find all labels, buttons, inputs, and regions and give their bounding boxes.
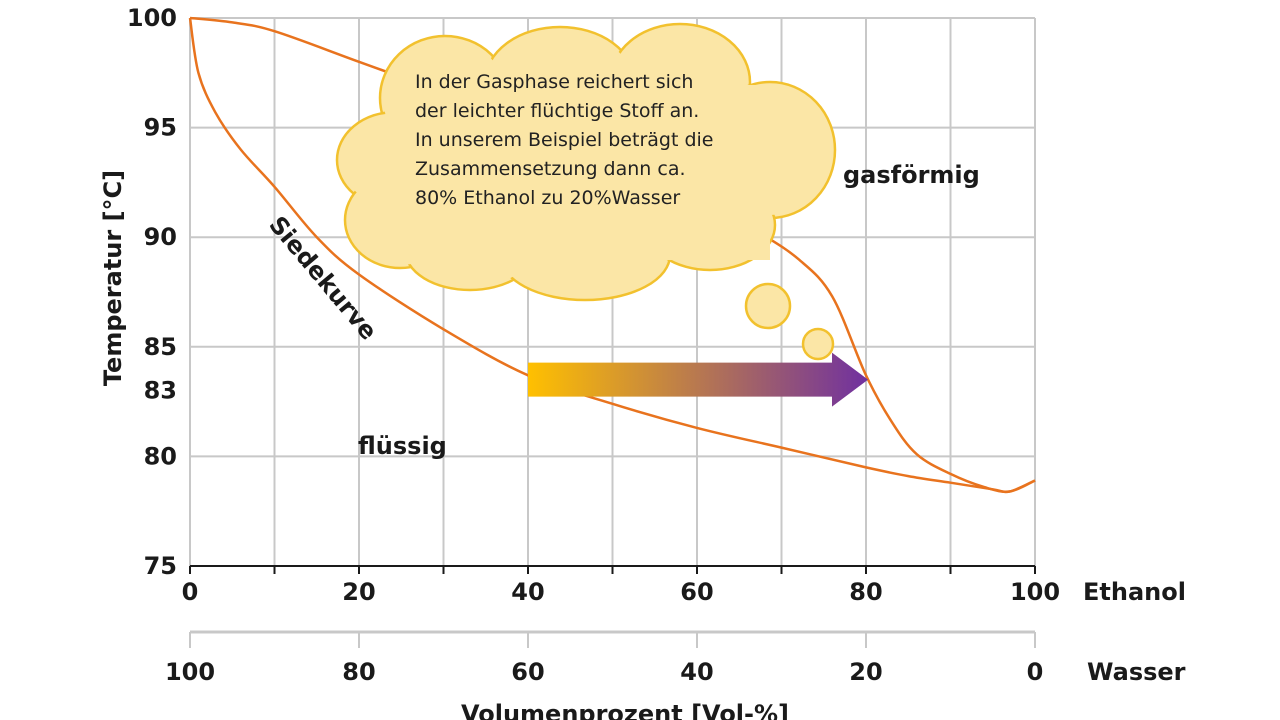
y-tick-label: 90 <box>144 223 177 251</box>
y-tick-labels: 100 95 90 85 83 80 75 <box>127 4 177 580</box>
x-tick-label-wasser: 40 <box>680 658 713 686</box>
x-tick-labels-wasser: 100 80 60 40 20 0 <box>165 632 1043 686</box>
y-tick-label: 85 <box>144 333 177 361</box>
x-tick-label-ethanol: 80 <box>849 578 882 606</box>
region-label-liquid: flüssig <box>358 432 447 460</box>
x-tick-label-wasser: 20 <box>849 658 882 686</box>
x-tick-label-ethanol: 40 <box>511 578 544 606</box>
y-tick-label: 83 <box>144 377 177 405</box>
x-tick-label-ethanol: 100 <box>1010 578 1060 606</box>
cloud-text-line: der leichter flüchtige Stoff an. <box>415 100 699 122</box>
y-axis-title: Temperatur [°C] <box>99 170 127 386</box>
x-tick-labels-ethanol: 0 20 40 60 80 100 <box>182 566 1060 606</box>
thought-cloud: In der Gasphase reichert sich der leichte… <box>335 22 837 361</box>
cloud-text-line: 80% Ethanol zu 20%Wasser <box>415 187 680 209</box>
axes <box>190 565 1035 634</box>
x-tick-label-ethanol: 20 <box>342 578 375 606</box>
cloud-text: In der Gasphase reichert sich der leichte… <box>415 71 713 209</box>
y-tick-label: 80 <box>144 442 177 470</box>
x-tick-label-ethanol: 60 <box>680 578 713 606</box>
x-axis-title: Volumenprozent [Vol-%] <box>461 700 789 720</box>
y-tick-label: 100 <box>127 4 177 32</box>
x-tick-label-wasser: 100 <box>165 658 215 686</box>
x-tick-label-ethanol: 0 <box>182 578 199 606</box>
y-tick-label: 95 <box>144 114 177 142</box>
x-label-ethanol: Ethanol <box>1083 578 1186 606</box>
cloud-text-line: In der Gasphase reichert sich <box>415 71 693 93</box>
x-tick-label-wasser: 0 <box>1027 658 1044 686</box>
cloud-text-line: In unserem Beispiel beträgt die <box>415 129 713 151</box>
x-tick-label-wasser: 60 <box>511 658 544 686</box>
x-tick-label-wasser: 80 <box>342 658 375 686</box>
cloud-text-line: Zusammensetzung dann ca. <box>415 158 686 180</box>
x-label-wasser: Wasser <box>1087 658 1186 686</box>
region-label-gas: gasförmig <box>843 161 980 189</box>
y-tick-label: 75 <box>144 552 177 580</box>
composition-arrow <box>528 352 868 407</box>
